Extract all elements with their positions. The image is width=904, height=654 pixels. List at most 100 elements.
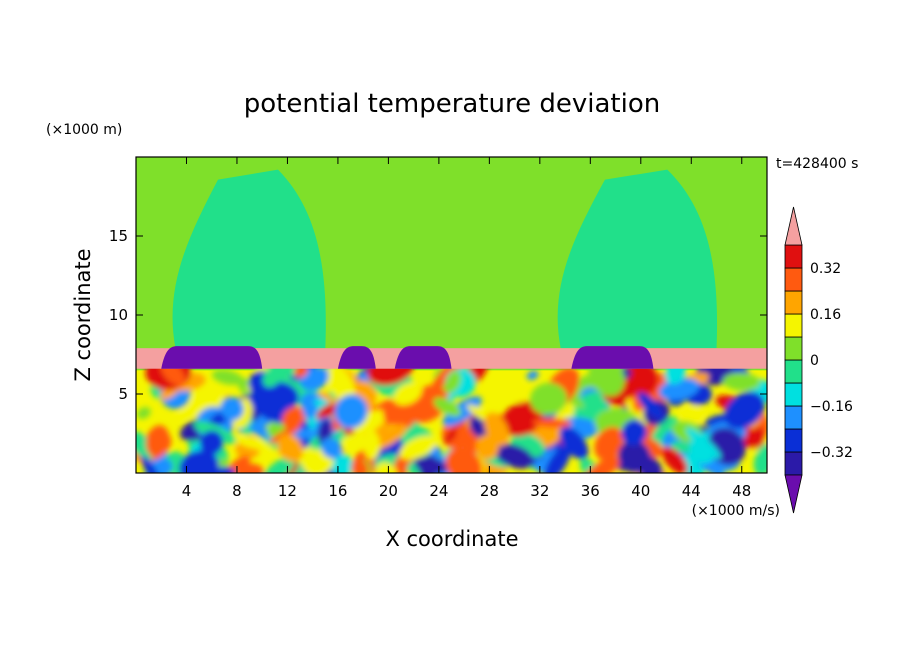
eddy [724,391,765,429]
eddy [594,426,624,461]
eddy [141,455,162,473]
x-tick-label: 32 [530,482,549,500]
eddy [382,399,415,431]
eddy [618,439,651,473]
x-tick-label: 16 [328,482,347,500]
inversion-patch [161,346,263,369]
colorbar-bin [784,451,803,476]
eddy [637,392,664,420]
colorbar-tick-label: 0.32 [810,261,841,277]
y-unit-label: (×1000 m) [46,122,122,138]
colorbar-bin [784,313,803,338]
colorbar: 0.32 0.16 0 −0.16 −0.32 [784,206,853,514]
inversion-patch [337,346,376,369]
colorbar-bin [784,244,803,269]
eddy [484,412,509,446]
eddy [220,396,244,421]
eddy [234,436,272,451]
colorbar-bin [784,428,803,453]
eddy [456,425,481,454]
eddy [299,366,329,391]
chart-title: potential temperature deviation [244,89,660,119]
eddy [433,397,462,417]
x-tick-label: 36 [581,482,600,500]
eddy [662,446,688,473]
eddy [178,402,206,419]
eddy [179,450,219,473]
x-tick-label: 20 [379,482,398,500]
colorbar-bin [784,290,803,315]
x-axis: 4 8 12 16 20 24 28 32 36 40 44 48 [182,157,751,500]
eddy [722,372,761,391]
eddy [262,363,284,388]
colorbar-bin [784,382,803,407]
eddy [212,369,243,385]
colorbar-tick-label: −0.16 [810,399,853,415]
y-tick-label: 15 [109,227,128,245]
eddy [501,374,526,405]
inversion-patches [161,346,654,369]
eddy [351,459,369,473]
plot-area [136,157,767,473]
eddy [393,382,423,406]
eddy [237,463,265,473]
x-tick-label: 28 [480,482,499,500]
eddy [501,401,544,437]
turbulent-eddies [136,354,767,473]
x-axis-label: X coordinate [385,527,518,551]
x-tick-label: 40 [631,482,650,500]
eddy [199,430,224,456]
eddy [526,370,539,381]
eddy [559,426,589,460]
eddy [442,396,482,427]
y-axis: 5 10 15 [109,227,767,403]
eddy [544,444,572,473]
y-axis-label: Z coordinate [71,248,95,381]
eddy [320,437,343,459]
eddy [494,443,534,469]
eddy [277,433,304,462]
eddy [326,365,356,403]
colorbar-bin [784,267,803,292]
eddy [445,370,462,393]
eddy [363,430,381,460]
x-tick-label: 48 [732,482,751,500]
x-tick-label: 12 [278,482,297,500]
eddy [249,390,291,424]
eddy [529,382,568,416]
eddy [334,394,368,429]
eddy [399,435,437,460]
colorbar-tick-label: 0 [810,353,819,369]
colorbar-tick-label: 0.16 [810,307,841,323]
inversion-patch [394,346,452,369]
eddy [146,425,170,458]
x-tick-label: 44 [682,482,701,500]
eddy [303,401,318,419]
eddy [445,447,483,473]
updraft-plume [557,169,718,349]
colorbar-tick-label: −0.32 [810,445,853,461]
colorbar-bin [784,405,803,430]
eddy [682,405,702,426]
eddy [658,377,700,401]
updraft-plume [172,169,326,349]
eddy [260,455,296,473]
boundary-layer-field [136,354,767,473]
colorbar-min-triangle [784,474,803,514]
y-tick-label: 10 [109,306,128,324]
x-tick-label: 24 [429,482,448,500]
colorbar-bin [784,336,803,361]
colorbar-max-triangle [784,206,803,246]
inversion-patch [571,346,654,369]
eddy [685,427,721,459]
eddy [583,456,622,473]
eddy [354,409,386,434]
x-unit-label: (×1000 m/s) [692,503,780,519]
eddy [222,455,250,473]
time-label: t=428400 s [776,156,858,172]
x-tick-label: 8 [232,482,242,500]
eddy [650,416,679,448]
eddy [443,419,466,444]
eddy [136,407,151,420]
